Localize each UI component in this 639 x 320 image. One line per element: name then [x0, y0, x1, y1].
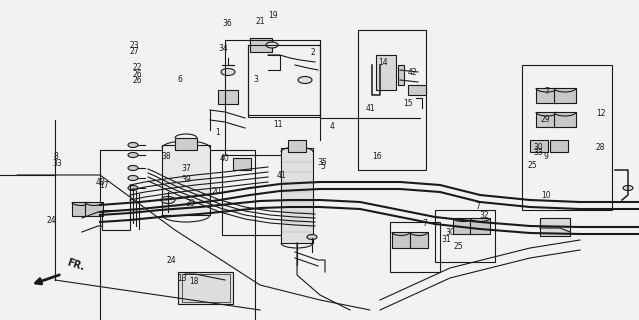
Bar: [162, 145, 210, 215]
Bar: [536, 88, 558, 103]
Text: 36: 36: [222, 19, 233, 28]
Text: 15: 15: [403, 100, 413, 108]
Bar: [550, 140, 568, 152]
Text: 18: 18: [189, 277, 198, 286]
Circle shape: [128, 153, 138, 157]
Bar: [470, 218, 490, 234]
Text: 27: 27: [129, 47, 139, 56]
Text: 30: 30: [445, 228, 456, 237]
Circle shape: [298, 76, 312, 84]
Bar: [178, 272, 233, 304]
Bar: [281, 148, 313, 243]
Circle shape: [221, 68, 235, 76]
Bar: [250, 38, 272, 52]
Bar: [540, 218, 570, 236]
Text: 40: 40: [220, 154, 230, 163]
Text: 13: 13: [177, 274, 187, 283]
Circle shape: [266, 42, 278, 48]
Circle shape: [128, 175, 138, 180]
Text: 38: 38: [161, 152, 171, 161]
Text: 8: 8: [54, 152, 59, 161]
Text: 31: 31: [441, 236, 451, 244]
Text: 25: 25: [453, 242, 463, 251]
Bar: [85, 202, 103, 216]
Text: 6: 6: [178, 75, 183, 84]
Text: 39: 39: [185, 199, 196, 208]
Text: 20: 20: [211, 188, 221, 196]
Text: 35: 35: [318, 158, 328, 167]
Circle shape: [128, 186, 138, 190]
Text: 14: 14: [378, 58, 389, 67]
Text: 32: 32: [479, 212, 489, 220]
Bar: [398, 65, 404, 85]
Text: 34: 34: [218, 44, 228, 53]
Text: 7: 7: [475, 202, 481, 211]
Text: 12: 12: [596, 109, 605, 118]
Text: 37: 37: [181, 164, 192, 173]
Text: 42: 42: [407, 68, 417, 77]
Text: 41: 41: [366, 104, 376, 113]
Text: 11: 11: [273, 120, 282, 129]
Text: 41: 41: [276, 172, 286, 180]
Bar: [175, 138, 197, 150]
Bar: [218, 90, 238, 104]
Text: FR.: FR.: [65, 257, 86, 272]
Text: 3: 3: [253, 76, 258, 84]
Circle shape: [623, 186, 633, 190]
Text: 5: 5: [320, 162, 325, 171]
Text: 21: 21: [256, 17, 265, 26]
Text: 24: 24: [46, 216, 56, 225]
Text: 9: 9: [544, 152, 549, 161]
Bar: [248, 45, 320, 115]
Bar: [248, 45, 320, 117]
Bar: [288, 140, 306, 152]
Circle shape: [307, 235, 317, 239]
Text: 16: 16: [372, 152, 382, 161]
Bar: [72, 202, 90, 216]
Text: 4: 4: [330, 122, 335, 131]
Bar: [392, 232, 410, 248]
Text: 40: 40: [95, 178, 105, 187]
Bar: [376, 55, 396, 90]
Bar: [233, 158, 251, 170]
Text: 29: 29: [540, 115, 550, 124]
Text: 28: 28: [596, 143, 605, 152]
Bar: [100, 150, 255, 320]
Bar: [536, 112, 558, 127]
Text: 39: 39: [181, 175, 192, 184]
Bar: [102, 210, 130, 230]
Bar: [410, 232, 428, 248]
Bar: [435, 210, 495, 262]
Bar: [358, 30, 426, 170]
Text: 19: 19: [268, 12, 278, 20]
Text: 33: 33: [52, 159, 63, 168]
Circle shape: [128, 165, 138, 171]
Bar: [554, 88, 576, 103]
Bar: [182, 274, 230, 302]
Text: 33: 33: [534, 148, 544, 157]
Text: 23: 23: [129, 41, 139, 50]
Text: 24: 24: [166, 256, 176, 265]
Text: 26: 26: [132, 76, 142, 85]
Bar: [408, 85, 426, 95]
Text: 30: 30: [534, 143, 544, 152]
Text: 26: 26: [132, 70, 142, 79]
Bar: [530, 140, 548, 152]
Bar: [222, 155, 294, 235]
Text: 17: 17: [98, 181, 109, 190]
Circle shape: [128, 142, 138, 148]
Text: 10: 10: [541, 191, 551, 200]
Text: 1: 1: [215, 128, 220, 137]
Bar: [522, 65, 612, 210]
Bar: [453, 218, 473, 234]
Text: 2: 2: [311, 48, 316, 57]
Circle shape: [161, 196, 175, 204]
Text: 25: 25: [527, 161, 537, 170]
Text: 7: 7: [422, 220, 427, 228]
Bar: [390, 222, 440, 272]
Text: 22: 22: [133, 63, 142, 72]
Bar: [554, 112, 576, 127]
Text: 7: 7: [544, 87, 549, 96]
